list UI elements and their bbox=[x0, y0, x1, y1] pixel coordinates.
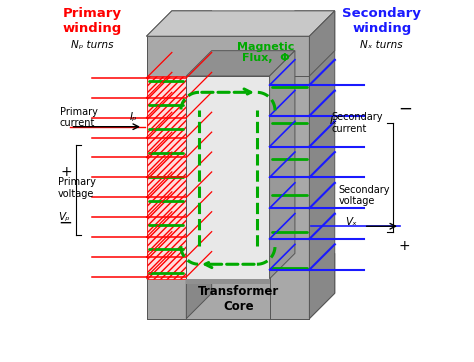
Polygon shape bbox=[310, 253, 335, 319]
Polygon shape bbox=[270, 36, 310, 319]
Text: Primary
current: Primary current bbox=[60, 107, 98, 129]
Polygon shape bbox=[146, 253, 335, 279]
Text: Primary
voltage: Primary voltage bbox=[58, 177, 96, 199]
Polygon shape bbox=[146, 279, 310, 319]
Text: Nₓ turns: Nₓ turns bbox=[361, 40, 403, 50]
Polygon shape bbox=[270, 11, 335, 36]
Polygon shape bbox=[310, 11, 335, 319]
Text: Secondary
current: Secondary current bbox=[331, 112, 383, 134]
Text: Secondary
voltage: Secondary voltage bbox=[338, 185, 390, 206]
Text: +: + bbox=[398, 239, 410, 253]
Text: Vₓ: Vₓ bbox=[346, 217, 357, 227]
Polygon shape bbox=[270, 51, 295, 279]
Polygon shape bbox=[186, 51, 295, 76]
Text: −: − bbox=[398, 100, 412, 118]
Polygon shape bbox=[146, 11, 212, 36]
Text: Secondary
winding: Secondary winding bbox=[342, 7, 421, 35]
Text: Primary
winding: Primary winding bbox=[63, 7, 122, 35]
Text: Iₚ: Iₚ bbox=[130, 112, 137, 122]
Polygon shape bbox=[146, 11, 335, 36]
Polygon shape bbox=[186, 11, 212, 319]
Text: Magnetic
Flux,  Φ: Magnetic Flux, Φ bbox=[237, 42, 295, 63]
Polygon shape bbox=[146, 76, 186, 279]
Text: Iₓ: Iₓ bbox=[329, 116, 337, 126]
Polygon shape bbox=[186, 76, 270, 279]
Polygon shape bbox=[310, 11, 335, 76]
Polygon shape bbox=[146, 36, 186, 319]
Text: Vₚ: Vₚ bbox=[58, 212, 69, 222]
Polygon shape bbox=[146, 36, 310, 76]
Text: Nₚ turns: Nₚ turns bbox=[71, 40, 113, 50]
Polygon shape bbox=[186, 279, 270, 284]
Text: +: + bbox=[61, 165, 73, 179]
Text: −: − bbox=[58, 214, 73, 232]
Text: Transformer
Core: Transformer Core bbox=[198, 285, 280, 313]
